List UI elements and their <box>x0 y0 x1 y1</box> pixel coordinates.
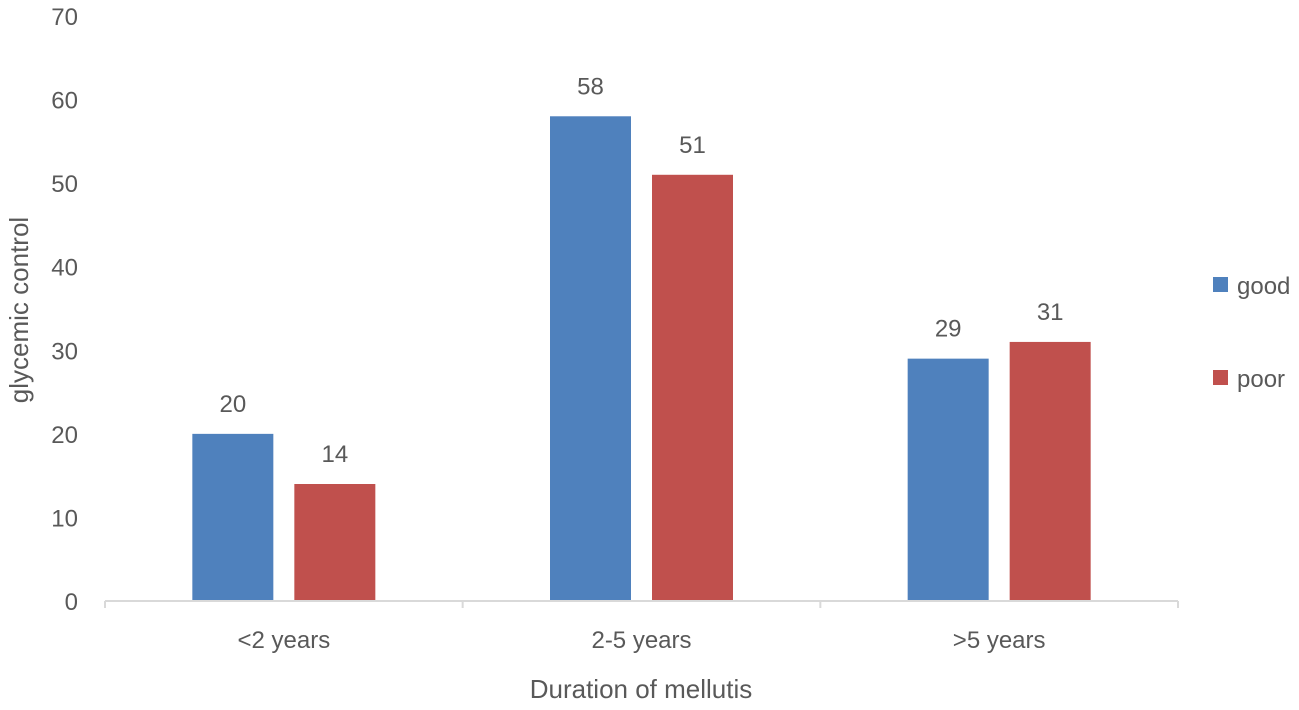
y-axis-title: glycemic control <box>4 217 34 403</box>
bar-good <box>550 116 631 602</box>
y-tick-label: 20 <box>51 422 78 449</box>
y-tick-label: 30 <box>51 338 78 365</box>
bar-poor <box>1009 341 1091 601</box>
category-label: <2 years <box>237 627 330 654</box>
data-label: 29 <box>935 316 962 343</box>
bar-poor <box>294 484 376 601</box>
data-label: 31 <box>1037 299 1064 326</box>
legend: good poor <box>1213 273 1290 393</box>
y-tick-label: 10 <box>51 505 78 532</box>
category-labels: <2 years 2-5 years >5 years <box>237 627 1045 654</box>
bar-good <box>192 433 274 601</box>
data-labels: 20 14 58 51 29 31 <box>219 73 1063 468</box>
bars <box>192 116 1091 602</box>
legend-label: good <box>1237 273 1290 300</box>
legend-swatch-poor <box>1213 370 1228 385</box>
data-label: 14 <box>321 441 348 468</box>
category-label: 2-5 years <box>591 627 691 654</box>
x-axis-ticks <box>104 601 1179 608</box>
y-axis-ticks: 0 10 20 30 40 50 60 70 <box>51 4 78 616</box>
data-label: 20 <box>219 391 246 418</box>
y-tick-label: 50 <box>51 171 78 198</box>
data-label: 58 <box>577 73 604 100</box>
y-tick-label: 60 <box>51 88 78 115</box>
data-label: 51 <box>679 132 706 159</box>
y-tick-label: 40 <box>51 255 78 282</box>
bar-poor <box>652 174 733 602</box>
y-tick-label: 70 <box>51 4 78 31</box>
bar-good <box>907 358 989 601</box>
legend-label: poor <box>1237 366 1285 393</box>
category-label: >5 years <box>953 627 1046 654</box>
legend-swatch-good <box>1213 277 1228 292</box>
x-axis-title: Duration of mellutis <box>530 674 753 704</box>
y-tick-label: 0 <box>65 589 78 616</box>
